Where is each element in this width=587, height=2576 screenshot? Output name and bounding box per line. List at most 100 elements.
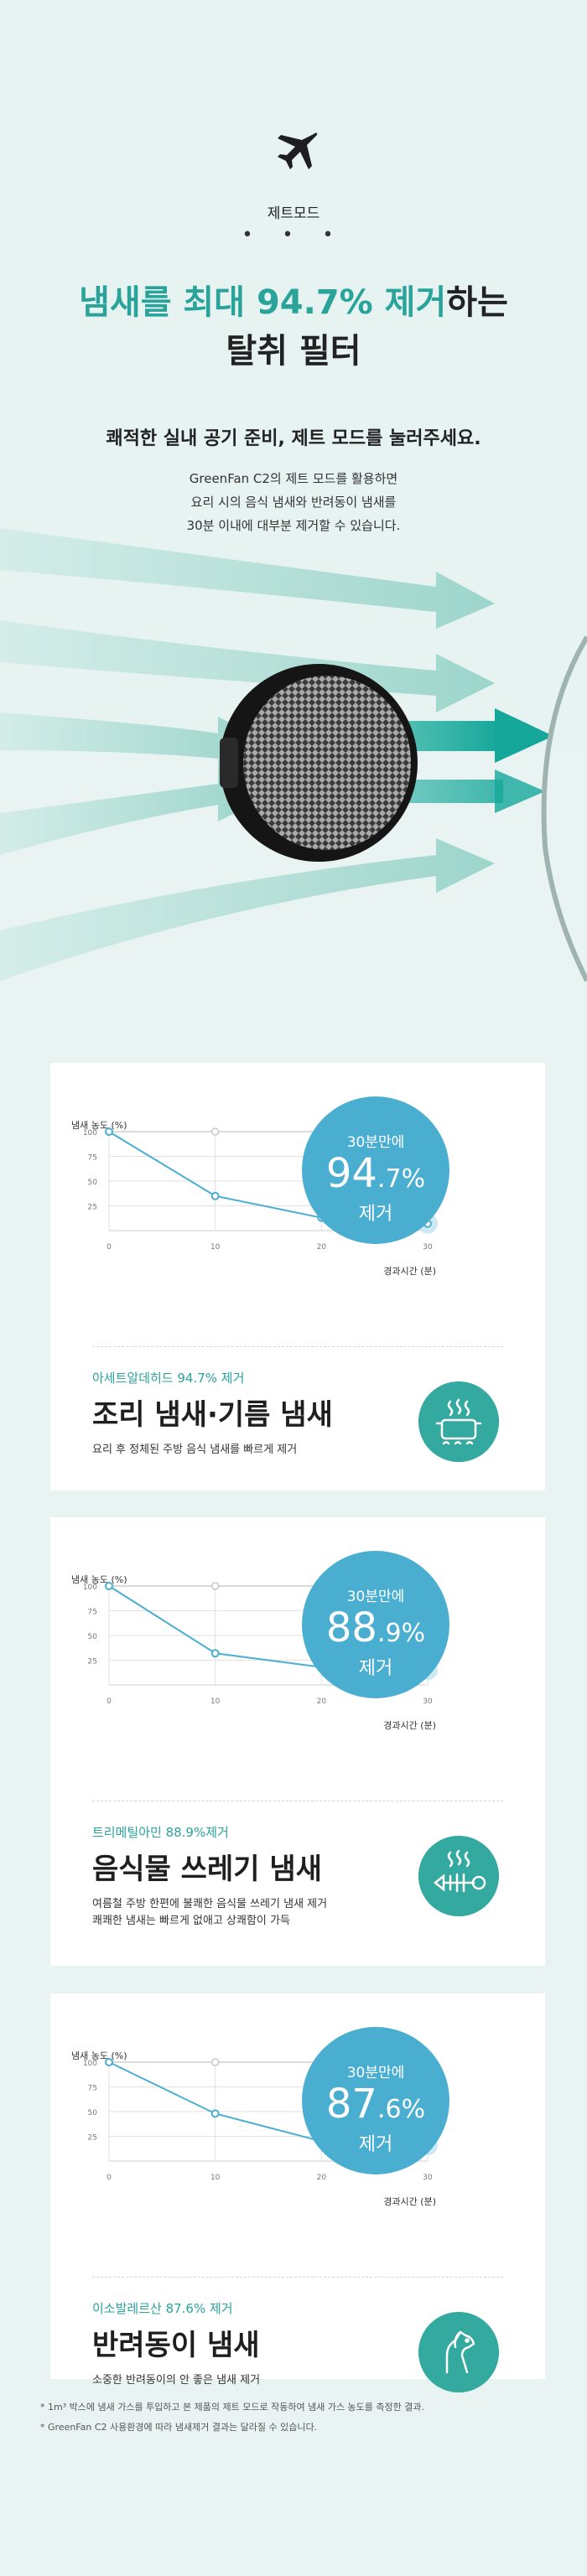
fan-guard bbox=[541, 635, 587, 982]
desc-line: 30분 이내에 대부분 제거할 수 있습니다. bbox=[186, 518, 401, 533]
badge-top: 30분만에 bbox=[346, 2065, 405, 2081]
filtered-airflow-arrow bbox=[495, 770, 545, 813]
x-axis-label: 경과시간 (분) bbox=[383, 1266, 436, 1277]
badge-bottom: 제거 bbox=[358, 1204, 393, 1225]
airplane-icon bbox=[278, 132, 318, 169]
footnote: * 1m³ 박스에 냄새 가스를 투입하고 본 제품의 제트 모드로 작동하여 … bbox=[40, 2402, 425, 2413]
jet-mode-point bbox=[105, 1582, 113, 1590]
badge-bottom: 제거 bbox=[358, 2134, 393, 2155]
airflow-arrow bbox=[0, 767, 277, 855]
y-axis-label: 냄새 농도 (%) bbox=[71, 2050, 127, 2061]
x-tick-label: 10 bbox=[210, 1243, 221, 1252]
airflow-arrow bbox=[0, 838, 495, 981]
jet-mode-point bbox=[210, 1649, 220, 1658]
x-tick-label: 30 bbox=[423, 2174, 433, 2182]
reduction-badge: 30분만에 94.7% 제거 bbox=[302, 1096, 449, 1244]
jet-mode-point bbox=[105, 1127, 113, 1136]
card-body: 여름철 주방 한편에 불쾌한 음식물 쓰레기 냄새 제거 쾌쾌한 냄새는 빠르게… bbox=[92, 1896, 411, 1930]
y-tick-label: 25 bbox=[88, 1658, 97, 1666]
airflow-arrow bbox=[0, 713, 277, 775]
hero-section: 제트모드 • • • 냄새를 최대 94.7% 제거하는 탈취 필터 쾌적한 실… bbox=[0, 0, 587, 754]
filter-disc bbox=[220, 664, 418, 862]
x-tick-label: 20 bbox=[317, 1243, 327, 1252]
badge-dec: .7% bbox=[377, 1164, 426, 1194]
footnote: * GreenFan C2 사용환경에 따라 냄새제거 결과는 달라질 수 있습… bbox=[40, 2422, 318, 2433]
badge-top: 30분만에 bbox=[346, 1589, 405, 1605]
dots-divider: • • • bbox=[242, 225, 345, 246]
x-axis-label: 경과시간 (분) bbox=[383, 1720, 436, 1731]
headline-suffix: 하는 bbox=[446, 283, 508, 322]
fish-bone-icon bbox=[418, 1836, 499, 1916]
airflow-filter-illustration bbox=[0, 528, 587, 982]
cooking-pot-icon bbox=[418, 1381, 499, 1462]
card-title: 반려동이 냄새 bbox=[92, 2329, 260, 2362]
card-body-line: 쾌쾌한 냄새는 빠르게 없애고 상쾌함이 가득 bbox=[92, 1915, 290, 1927]
natural-decay-point bbox=[210, 2058, 220, 2066]
filtered-airflow-arrow bbox=[495, 708, 553, 763]
badge-int: 94 bbox=[325, 1150, 377, 1197]
desc-line: GreenFan C2의 제트 모드를 활용하면 bbox=[189, 471, 398, 486]
y-tick-label: 75 bbox=[88, 2085, 97, 2093]
card-title: 음식물 쓰레기 냄새 bbox=[92, 1853, 322, 1886]
headline-accent: 94.7% 제거 bbox=[256, 283, 447, 322]
jet-mode-point bbox=[105, 2058, 113, 2066]
hero-description: GreenFan C2의 제트 모드를 활용하면 요리 시의 음식 냄새와 반려… bbox=[0, 467, 587, 537]
x-axis-label: 경과시간 (분) bbox=[383, 2196, 436, 2207]
y-tick-label: 100 bbox=[83, 1129, 97, 1138]
x-tick-label: 20 bbox=[317, 1697, 327, 1706]
reduction-badge: 30분만에 88.9% 제거 bbox=[302, 1551, 449, 1698]
x-tick-label: 0 bbox=[106, 1243, 112, 1252]
y-tick-label: 75 bbox=[88, 1154, 97, 1163]
card-body: 요리 후 정체된 주방 음식 냄새를 빠르게 제거 bbox=[92, 1442, 411, 1459]
dog-icon bbox=[418, 2312, 499, 2392]
y-tick-label: 75 bbox=[88, 1609, 97, 1617]
y-tick-label: 50 bbox=[88, 1633, 98, 1641]
natural-decay-point bbox=[210, 1582, 220, 1590]
jet-mode-point bbox=[210, 2109, 220, 2118]
reduction-badge: 30분만에 87.6% 제거 bbox=[302, 2027, 449, 2174]
natural-decay-point bbox=[210, 1127, 220, 1136]
card-body-line: 요리 후 정체된 주방 음식 냄새를 빠르게 제거 bbox=[92, 1443, 298, 1456]
y-tick-label: 25 bbox=[88, 2134, 97, 2143]
x-tick-label: 30 bbox=[423, 1243, 433, 1252]
footnotes: * 1m³ 박스에 냄새 가스를 투입하고 본 제품의 제트 모드로 작동하여 … bbox=[40, 2397, 424, 2438]
x-tick-label: 0 bbox=[106, 2174, 112, 2182]
x-tick-label: 30 bbox=[423, 1697, 433, 1706]
y-tick-label: 100 bbox=[83, 2060, 97, 2068]
y-tick-label: 50 bbox=[88, 2109, 98, 2117]
card-tagline: 이소발레르산 87.6% 제거 bbox=[92, 2301, 233, 2316]
headline-line2: 탈취 필터 bbox=[226, 332, 361, 371]
desc-line: 요리 시의 음식 냄새와 반려동이 냄새를 bbox=[190, 495, 397, 510]
x-tick-label: 0 bbox=[106, 1697, 112, 1706]
badge-int: 88 bbox=[325, 1604, 377, 1651]
headline-prefix: 냄새를 최대 bbox=[79, 283, 257, 322]
x-tick-label: 10 bbox=[210, 1697, 221, 1706]
card-body-line: 여름철 주방 한편에 불쾌한 음식물 쓰레기 냄새 제거 bbox=[92, 1898, 328, 1910]
card-tagline: 아세트알데히드 94.7% 제거 bbox=[92, 1371, 245, 1386]
x-tick-label: 20 bbox=[317, 2174, 327, 2182]
jet-mode-point bbox=[210, 1191, 220, 1200]
y-axis-label: 냄새 농도 (%) bbox=[71, 1120, 127, 1131]
badge-int: 87 bbox=[325, 2081, 377, 2128]
subheadline: 쾌적한 실내 공기 준비, 제트 모드를 눌러주세요. bbox=[106, 428, 481, 449]
mode-label: 제트모드 bbox=[267, 205, 320, 222]
y-tick-label: 25 bbox=[88, 1204, 97, 1212]
card-body-line: 소중한 반려동이의 안 좋은 냄새 제거 bbox=[92, 2374, 261, 2387]
card-divider bbox=[92, 1346, 503, 1347]
badge-value: 87.6% bbox=[302, 2079, 449, 2135]
card-divider bbox=[92, 2277, 503, 2278]
x-tick-label: 10 bbox=[210, 2174, 221, 2182]
badge-dec: .9% bbox=[377, 1619, 426, 1648]
card-title: 조리 냄새·기름 냄새 bbox=[92, 1398, 333, 1432]
y-axis-label: 냄새 농도 (%) bbox=[71, 1574, 127, 1585]
badge-value: 88.9% bbox=[302, 1603, 449, 1659]
badge-top: 30분만에 bbox=[346, 1134, 405, 1151]
y-tick-label: 100 bbox=[83, 1583, 97, 1592]
badge-value: 94.7% bbox=[302, 1148, 449, 1205]
badge-bottom: 제거 bbox=[358, 1658, 393, 1679]
